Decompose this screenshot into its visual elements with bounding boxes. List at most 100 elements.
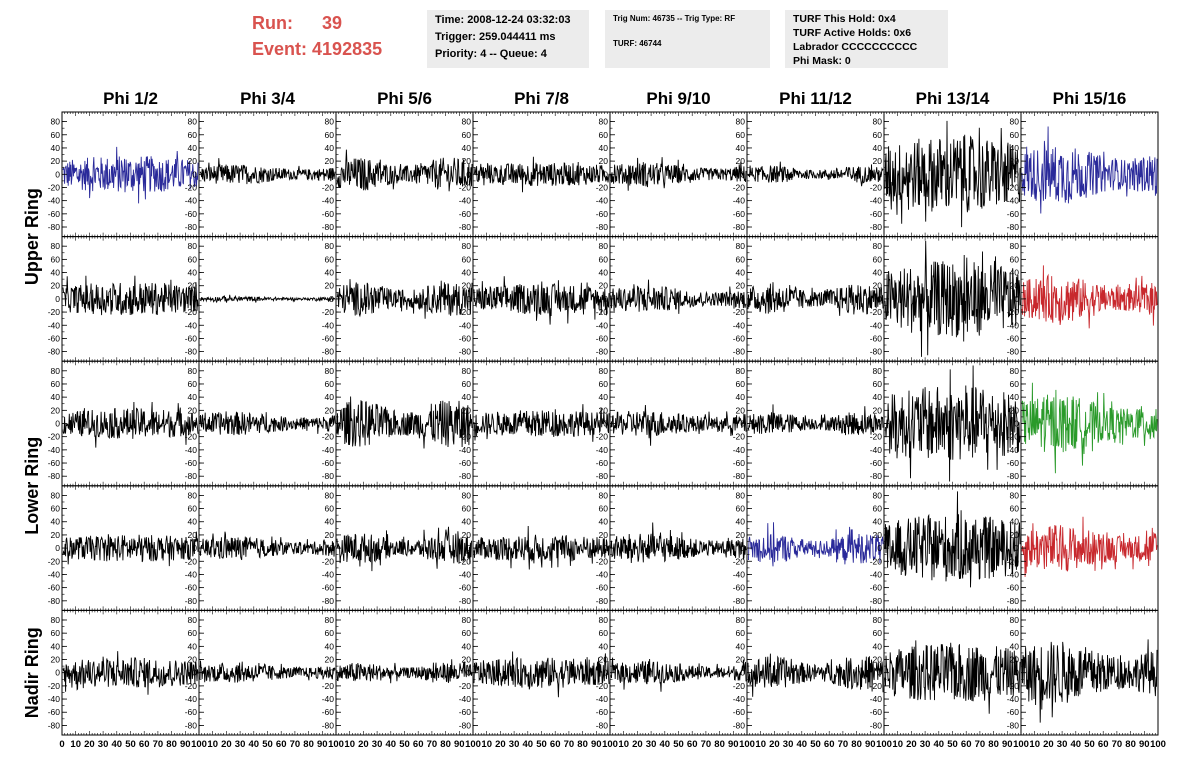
y-tick-label: 0: [55, 294, 60, 304]
y-tick-label: 40: [462, 143, 472, 153]
y-tick-label: -60: [596, 458, 609, 468]
y-tick-label: 20: [1010, 405, 1020, 415]
y-tick-label: 60: [188, 379, 198, 389]
y-tick-label: 40: [51, 268, 61, 278]
y-tick-label: 80: [51, 241, 61, 251]
y-tick-label: 80: [462, 366, 472, 376]
y-tick-label: 40: [736, 268, 746, 278]
y-tick-label: -40: [459, 320, 472, 330]
ring-label: Nadir Ring: [22, 627, 42, 718]
y-tick-label: -80: [870, 471, 883, 481]
waveform-trace: [884, 365, 1021, 482]
waveform-trace: [1021, 382, 1158, 474]
y-tick-label: 80: [51, 117, 61, 127]
y-tick-label: -60: [459, 333, 472, 343]
y-tick-label: -80: [48, 347, 61, 357]
y-tick-label: -40: [596, 445, 609, 455]
y-tick-label: 40: [325, 268, 335, 278]
y-tick-label: -80: [1007, 471, 1020, 481]
y-tick-label: 80: [1010, 366, 1020, 376]
y-tick-label: 80: [462, 615, 472, 625]
y-tick-label: 80: [188, 490, 198, 500]
y-tick-label: -40: [185, 320, 198, 330]
y-tick-label: 40: [1010, 143, 1020, 153]
y-tick-label: 40: [1010, 517, 1020, 527]
y-tick-label: 60: [462, 504, 472, 514]
y-tick-label: 40: [599, 392, 609, 402]
y-tick-label: 40: [188, 517, 198, 527]
y-tick-label: 80: [736, 490, 746, 500]
y-tick-label: -60: [48, 209, 61, 219]
y-tick-label: 20: [736, 156, 746, 166]
y-tick-label: 60: [873, 254, 883, 264]
y-tick-label: 20: [188, 530, 198, 540]
waveform-trace: [1021, 516, 1158, 577]
y-tick-label: -60: [870, 458, 883, 468]
y-tick-label: 0: [329, 543, 334, 553]
y-tick-label: 80: [873, 490, 883, 500]
waveform-trace: [62, 651, 199, 695]
run-value: 39: [322, 13, 343, 33]
y-tick-label: -80: [733, 596, 746, 606]
y-tick-label: 0: [466, 169, 471, 179]
y-tick-label: -40: [870, 445, 883, 455]
waveform-trace: [199, 158, 336, 185]
turf-hold-panel: TURF This Hold: 0x4 TURF Active Holds: 0…: [785, 10, 948, 68]
y-tick-label: 40: [873, 517, 883, 527]
y-tick-label: 60: [1010, 379, 1020, 389]
column-header: Phi 7/8: [514, 89, 569, 108]
y-tick-label: 40: [188, 143, 198, 153]
y-tick-label: 0: [192, 668, 197, 678]
y-tick-label: 60: [188, 628, 198, 638]
y-tick-label: -40: [596, 320, 609, 330]
y-tick-label: 60: [325, 504, 335, 514]
y-tick-label: 80: [51, 490, 61, 500]
y-tick-label: 0: [192, 294, 197, 304]
waveform-trace: [336, 396, 473, 449]
trig-num-text: Trig Num: 46735 -- Trig Type: RF: [613, 14, 736, 23]
y-tick-label: 40: [736, 392, 746, 402]
y-tick-label: 20: [325, 655, 335, 665]
y-tick-label: 60: [873, 379, 883, 389]
y-tick-label: 20: [325, 281, 335, 291]
y-tick-label: 20: [599, 156, 609, 166]
y-tick-label: 0: [877, 169, 882, 179]
y-tick-label: -80: [733, 347, 746, 357]
y-tick-label: 20: [51, 530, 61, 540]
waveform-trace: [747, 282, 884, 316]
y-tick-label: 40: [1010, 392, 1020, 402]
y-tick-label: 20: [325, 530, 335, 540]
y-tick-label: 0: [55, 668, 60, 678]
y-tick-label: 40: [736, 143, 746, 153]
waveform-trace: [1021, 126, 1158, 214]
y-tick-label: 80: [1010, 241, 1020, 251]
y-tick-label: -20: [322, 432, 335, 442]
y-tick-label: -20: [733, 432, 746, 442]
y-tick-label: -60: [459, 707, 472, 717]
y-tick-label: 20: [51, 405, 61, 415]
y-tick-label: -20: [459, 681, 472, 691]
time-trigger-panel: Time: 2008-12-24 03:32:03 Trigger: 259.0…: [427, 10, 589, 68]
column-header: Phi 15/16: [1053, 89, 1127, 108]
y-tick-label: 20: [873, 281, 883, 291]
y-tick-label: 80: [873, 366, 883, 376]
y-tick-label: 20: [462, 405, 472, 415]
y-tick-label: -20: [459, 307, 472, 317]
y-tick-label: -80: [1007, 596, 1020, 606]
y-tick-label: -60: [322, 707, 335, 717]
y-tick-label: 60: [462, 628, 472, 638]
trigger-text: Trigger: 259.044411 ms: [435, 31, 556, 43]
y-tick-label: -40: [459, 569, 472, 579]
waveform-trace: [473, 156, 610, 193]
y-tick-label: -20: [322, 307, 335, 317]
y-tick-label: 20: [599, 281, 609, 291]
y-tick-label: 80: [325, 241, 335, 251]
y-tick-label: -40: [322, 196, 335, 206]
y-tick-label: -80: [870, 222, 883, 232]
y-tick-label: 40: [51, 392, 61, 402]
y-tick-label: -40: [733, 320, 746, 330]
y-tick-label: 60: [873, 504, 883, 514]
waveform-trace: [473, 651, 610, 698]
y-tick-label: -20: [1007, 556, 1020, 566]
y-tick-label: -20: [185, 182, 198, 192]
